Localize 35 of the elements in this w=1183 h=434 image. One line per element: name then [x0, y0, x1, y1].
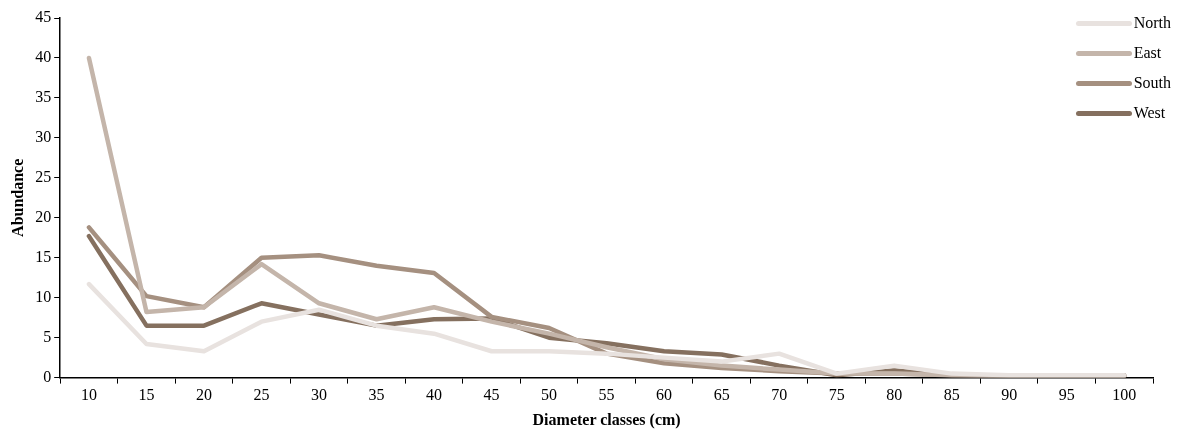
x-tick-label: 40 — [426, 386, 443, 404]
x-tick-label: 55 — [598, 386, 615, 404]
legend-label: West — [1133, 103, 1166, 123]
x-tick-label: 70 — [771, 386, 788, 404]
x-tick-label: 90 — [1001, 386, 1018, 404]
y-tick-label: 35 — [35, 88, 52, 106]
y-axis-title: Abundance — [8, 158, 26, 237]
y-tick-label: 25 — [35, 168, 52, 186]
legend-label: South — [1133, 73, 1171, 93]
y-tick-label: 0 — [43, 367, 52, 385]
x-tick-label: 75 — [828, 386, 845, 404]
x-tick-label: 15 — [138, 386, 155, 404]
y-tick-label: 15 — [35, 247, 52, 265]
y-tick-label: 40 — [35, 48, 52, 66]
x-tick-label: 95 — [1058, 386, 1075, 404]
x-tick-label: 30 — [311, 386, 328, 404]
x-tick-label: 65 — [713, 386, 730, 404]
x-axis-title: Diameter classes (cm) — [532, 410, 681, 429]
legend-label: North — [1133, 13, 1171, 33]
x-tick-label: 60 — [656, 386, 673, 404]
legend-label: East — [1133, 43, 1162, 63]
x-tick-label: 45 — [483, 386, 500, 404]
y-tick-label: 30 — [35, 128, 52, 146]
x-tick-label: 10 — [80, 386, 97, 404]
y-tick-label: 20 — [35, 207, 52, 225]
y-tick-label: 5 — [43, 327, 52, 345]
x-tick-label: 20 — [195, 386, 212, 404]
x-tick-label: 50 — [541, 386, 558, 404]
y-tick-label: 45 — [35, 8, 52, 26]
x-tick-label: 80 — [886, 386, 903, 404]
y-tick-label: 10 — [35, 287, 52, 305]
x-tick-label: 35 — [368, 386, 385, 404]
x-tick-label: 85 — [943, 386, 960, 404]
x-tick-label: 25 — [253, 386, 270, 404]
x-tick-label: 100 — [1112, 386, 1137, 404]
